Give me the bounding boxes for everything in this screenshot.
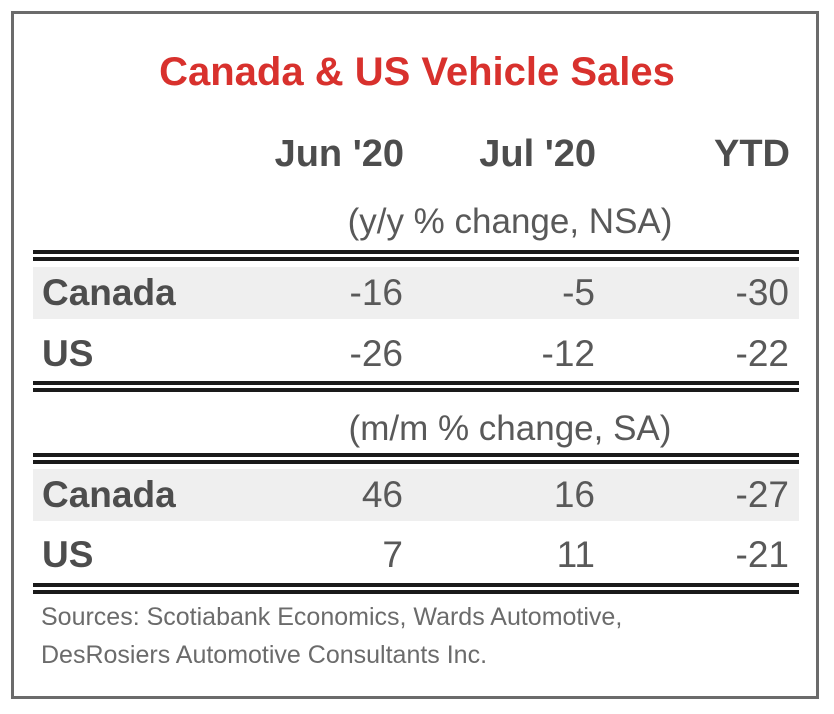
table-row-canada-mm: Canada 46 16 -27: [33, 469, 799, 521]
cell-value: -30: [735, 272, 789, 313]
column-header-jun-20: Jun '20: [274, 133, 404, 175]
cell-value: -27: [735, 474, 789, 515]
cell-value: 46: [361, 474, 403, 515]
row-label: US: [42, 333, 94, 374]
double-rule: [33, 453, 799, 464]
source-note-line-2: DesRosiers Automotive Consultants Inc.: [41, 641, 488, 669]
cell-value: -26: [349, 333, 403, 374]
cell-value: -21: [735, 534, 789, 575]
source-note-line-1: Sources: Scotiabank Economics, Wards Aut…: [41, 603, 623, 631]
cell-value: -16: [349, 272, 403, 313]
row-label: Canada: [42, 272, 176, 313]
cell-value: 7: [382, 534, 403, 575]
table-title: Canada & US Vehicle Sales: [159, 50, 675, 94]
row-label: US: [42, 534, 94, 575]
cell-value: -12: [541, 333, 595, 374]
cell-value: -5: [562, 272, 595, 313]
table-row-canada-yy: Canada -16 -5 -30: [33, 267, 799, 319]
table-row-us-yy: US -26 -12 -22: [33, 328, 799, 380]
column-header-jul-20: Jul '20: [479, 133, 596, 175]
row-label: Canada: [42, 474, 176, 515]
table-row-us-mm: US 7 11 -21: [33, 529, 799, 581]
section-subtitle-mm: (m/m % change, SA): [348, 409, 672, 448]
double-rule: [33, 583, 799, 594]
cell-value: 11: [556, 534, 595, 575]
column-header-ytd: YTD: [714, 133, 790, 175]
cell-value: 16: [553, 474, 595, 515]
double-rule: [33, 250, 799, 261]
cell-value: -22: [735, 333, 789, 374]
double-rule: [33, 381, 799, 392]
section-subtitle-yy: (y/y % change, NSA): [347, 202, 673, 241]
table-frame: [11, 11, 819, 699]
